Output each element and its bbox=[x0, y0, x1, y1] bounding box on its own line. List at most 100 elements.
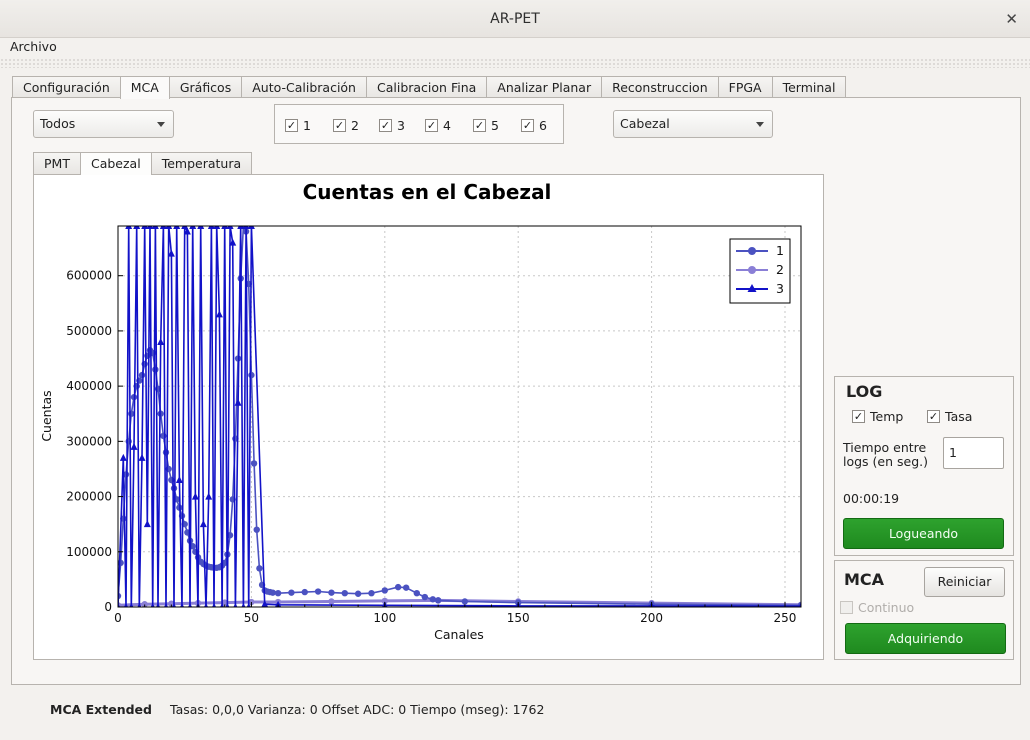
data-point bbox=[314, 588, 322, 595]
data-point bbox=[152, 366, 159, 373]
elapsed-time: 00:00:19 bbox=[843, 491, 900, 506]
data-point bbox=[141, 226, 149, 229]
data-point bbox=[256, 565, 263, 572]
data-point bbox=[368, 589, 375, 597]
selection-combo[interactable]: Todos bbox=[33, 110, 174, 138]
tab-calibracion-fina[interactable]: Calibracion Fina bbox=[365, 76, 488, 98]
data-point bbox=[124, 603, 129, 607]
tab-pmt[interactable]: PMT bbox=[33, 152, 81, 174]
temp-checkbox[interactable]: ✓ Temp bbox=[852, 409, 904, 424]
data-point bbox=[381, 597, 388, 605]
checkmark-icon: ✓ bbox=[285, 119, 298, 132]
log-title: LOG bbox=[846, 382, 883, 401]
y-tick-label: 600000 bbox=[66, 269, 112, 283]
data-point bbox=[434, 597, 442, 604]
legend-marker-1 bbox=[748, 247, 756, 255]
tasa-checkbox[interactable]: ✓ Tasa bbox=[927, 409, 973, 424]
mca-title: MCA bbox=[844, 570, 885, 589]
checkmark-icon: ✓ bbox=[379, 119, 392, 132]
chart-title: Cuentas en el Cabezal bbox=[303, 180, 552, 204]
head-checkbox-5[interactable]: ✓ 5 bbox=[473, 118, 499, 133]
data-point bbox=[151, 226, 159, 229]
tab-fpga[interactable]: FPGA bbox=[717, 76, 773, 98]
tab-temperatura[interactable]: Temperatura bbox=[150, 152, 253, 174]
toolbar-grip bbox=[0, 58, 1030, 68]
x-tick-label: 100 bbox=[373, 611, 396, 625]
data-point bbox=[189, 226, 197, 229]
head-checkbox-1[interactable]: ✓ 1 bbox=[285, 118, 311, 133]
data-point bbox=[246, 603, 251, 607]
legend-marker-3 bbox=[747, 284, 757, 292]
tab-graficos[interactable]: Gráficos bbox=[168, 76, 243, 98]
data-point bbox=[138, 453, 146, 461]
x-tick-label: 250 bbox=[774, 611, 797, 625]
data-point bbox=[164, 603, 169, 607]
legend-label-2: 2 bbox=[776, 262, 784, 277]
tab-terminal[interactable]: Terminal bbox=[771, 76, 847, 98]
tab-configuracion[interactable]: Configuración bbox=[12, 76, 121, 98]
head-checkbox-3[interactable]: ✓ 3 bbox=[379, 118, 405, 133]
data-point bbox=[159, 226, 167, 229]
checkmark-icon: ✓ bbox=[473, 119, 486, 132]
checkmark-icon: ✓ bbox=[852, 410, 865, 423]
x-tick-label: 150 bbox=[507, 611, 530, 625]
data-point bbox=[221, 599, 228, 606]
chevron-down-icon bbox=[157, 122, 165, 127]
data-point bbox=[241, 603, 246, 607]
data-point bbox=[247, 226, 255, 229]
data-point bbox=[429, 596, 437, 603]
menu-archivo[interactable]: Archivo bbox=[10, 39, 57, 54]
data-point bbox=[381, 587, 388, 594]
data-point bbox=[220, 603, 225, 607]
view-combo-value: Cabezal bbox=[620, 116, 670, 131]
data-point bbox=[188, 603, 193, 607]
plot-panel: Cuentas en el Cabezal 0 50 100 150 200 250 0 10… bbox=[33, 174, 824, 660]
data-point bbox=[137, 603, 142, 607]
tab-reconstruccion[interactable]: Reconstruccion bbox=[601, 76, 719, 98]
data-point bbox=[301, 588, 308, 596]
data-point bbox=[261, 600, 269, 607]
data-point bbox=[229, 238, 237, 246]
y-tick-label: 300000 bbox=[66, 434, 112, 448]
logging-button[interactable]: Logueando bbox=[843, 518, 1004, 549]
data-point bbox=[234, 398, 242, 406]
checkmark-icon: ✓ bbox=[927, 410, 940, 423]
window-title: AR-PET bbox=[490, 11, 540, 27]
legend-marker-2 bbox=[748, 266, 756, 274]
legend-label-3: 3 bbox=[776, 281, 784, 296]
data-point bbox=[119, 453, 127, 461]
head-checkbox-4[interactable]: ✓ 4 bbox=[425, 118, 451, 133]
data-point bbox=[138, 371, 146, 379]
y-tick-label: 400000 bbox=[66, 379, 112, 393]
data-point bbox=[130, 442, 138, 450]
chart-grid bbox=[118, 226, 801, 607]
head-checkbox-6[interactable]: ✓ 6 bbox=[521, 118, 547, 133]
window-titlebar: AR-PET ✕ bbox=[0, 0, 1030, 38]
status-bar: MCA Extended Tasas: 0,0,0 Varianza: 0 Of… bbox=[0, 692, 1030, 732]
data-point bbox=[274, 600, 282, 607]
tab-auto-calibracion[interactable]: Auto-Calibración bbox=[241, 76, 367, 98]
data-point bbox=[165, 226, 173, 229]
data-point bbox=[288, 589, 295, 596]
data-point bbox=[173, 226, 181, 229]
interval-input[interactable]: 1 bbox=[943, 437, 1004, 469]
data-point bbox=[421, 593, 429, 601]
checkmark-icon: ✓ bbox=[425, 119, 438, 132]
data-point bbox=[233, 603, 238, 607]
head-checkbox-2[interactable]: ✓ 2 bbox=[333, 118, 359, 133]
acquire-button[interactable]: Adquiriendo bbox=[845, 623, 1006, 654]
continuo-checkbox[interactable]: Continuo bbox=[840, 600, 914, 615]
data-point bbox=[191, 492, 199, 500]
view-combo[interactable]: Cabezal bbox=[613, 110, 773, 138]
reset-button[interactable]: Reiniciar bbox=[924, 567, 1005, 597]
data-point bbox=[328, 589, 335, 596]
data-point bbox=[157, 337, 165, 345]
close-icon[interactable]: ✕ bbox=[1005, 10, 1018, 28]
y-tick-label: 0 bbox=[104, 600, 112, 614]
data-point bbox=[180, 603, 185, 607]
tab-cabezal[interactable]: Cabezal bbox=[79, 152, 152, 175]
tab-analizar-planar[interactable]: Analizar Planar bbox=[486, 76, 603, 98]
data-point bbox=[141, 601, 148, 607]
tab-mca[interactable]: MCA bbox=[119, 76, 170, 99]
data-point bbox=[181, 226, 189, 229]
